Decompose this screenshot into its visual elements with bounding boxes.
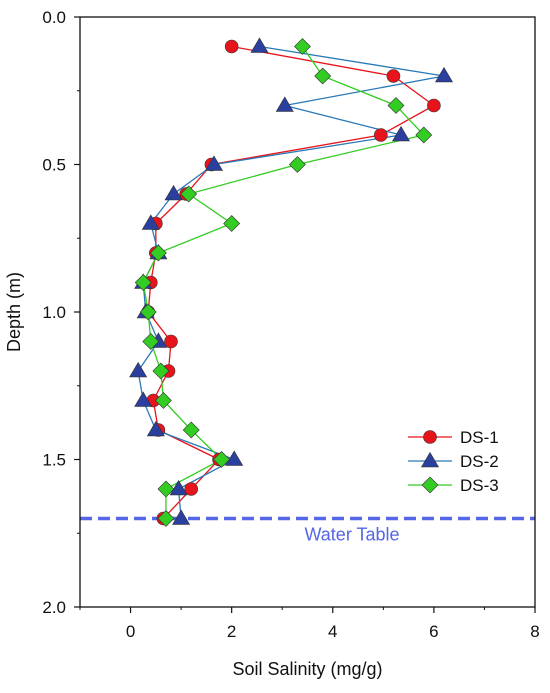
data-point-ds-2-16: [172, 509, 191, 525]
data-point-ds-3-13: [182, 421, 200, 439]
data-point-ds-3-2: [387, 97, 405, 114]
data-point-ds-2-14: [225, 450, 244, 466]
x-tick-label: 2: [227, 622, 236, 641]
data-point-ds-2-3: [392, 125, 411, 142]
legend-label-ds-2: DS-2: [460, 452, 499, 471]
y-tick-label: 2.0: [42, 598, 66, 617]
data-point-ds-1-15: [184, 482, 199, 496]
data-point-ds-3-16: [157, 510, 175, 527]
data-point-ds-3-14: [213, 451, 230, 468]
legend-marker-ds-3: [421, 476, 439, 494]
x-tick-label: 6: [429, 622, 438, 641]
data-point-ds-3-6: [223, 215, 241, 232]
data-point-ds-3-9: [139, 303, 157, 321]
data-point-ds-3-11: [152, 362, 170, 380]
data-point-ds-3-10: [142, 333, 160, 350]
legend-marker-ds-2: [420, 451, 440, 468]
data-point-ds-3-1: [314, 67, 332, 85]
legend-label-ds-3: DS-3: [460, 476, 499, 495]
data-point-ds-3-7: [149, 244, 167, 262]
series-line-ds-1: [147, 45, 436, 519]
data-point-ds-1-10: [164, 334, 178, 349]
water-table-label: Water Table: [304, 525, 399, 545]
data-point-ds-3-3: [415, 126, 433, 144]
x-tick-label: 0: [126, 622, 135, 641]
data-point-ds-1-2: [427, 98, 441, 113]
x-tick-label: 8: [530, 622, 539, 641]
data-point-ds-2-1: [434, 66, 454, 83]
data-point-ds-2-2: [275, 96, 294, 112]
y-tick-label: 1.0: [42, 303, 66, 322]
data-point-ds-3-15: [157, 480, 175, 498]
data-point-ds-1-3: [374, 128, 388, 142]
y-axis-title: Depth (m): [4, 272, 24, 352]
data-point-ds-2-0: [250, 37, 269, 53]
data-point-ds-2-4: [204, 155, 223, 171]
data-point-ds-1-1: [386, 69, 401, 83]
data-point-ds-2-5: [164, 184, 183, 201]
data-point-ds-3-8: [134, 274, 152, 291]
data-point-ds-3-4: [288, 156, 306, 173]
legend-marker-ds-1: [423, 430, 437, 444]
data-point-ds-2-6: [141, 214, 160, 230]
data-point-ds-3-0: [294, 38, 311, 55]
y-tick-label: 0.5: [42, 156, 66, 175]
data-point-ds-2-12: [134, 391, 153, 407]
legend-label-ds-1: DS-1: [460, 428, 499, 447]
x-tick-label: 4: [328, 622, 337, 641]
y-tick-label: 1.5: [42, 451, 66, 470]
series-line-ds-3: [142, 46, 426, 519]
data-point-ds-3-5: [180, 185, 198, 203]
y-tick-label: 0.0: [42, 8, 66, 27]
data-point-ds-2-11: [129, 361, 148, 378]
data-point-ds-2-15: [169, 479, 188, 496]
data-point-ds-1-0: [224, 39, 239, 54]
data-point-ds-3-12: [154, 392, 172, 409]
x-axis-title: Soil Salinity (mg/g): [232, 659, 382, 679]
data-point-ds-2-13: [146, 420, 165, 437]
series-line-ds-2: [137, 45, 445, 519]
